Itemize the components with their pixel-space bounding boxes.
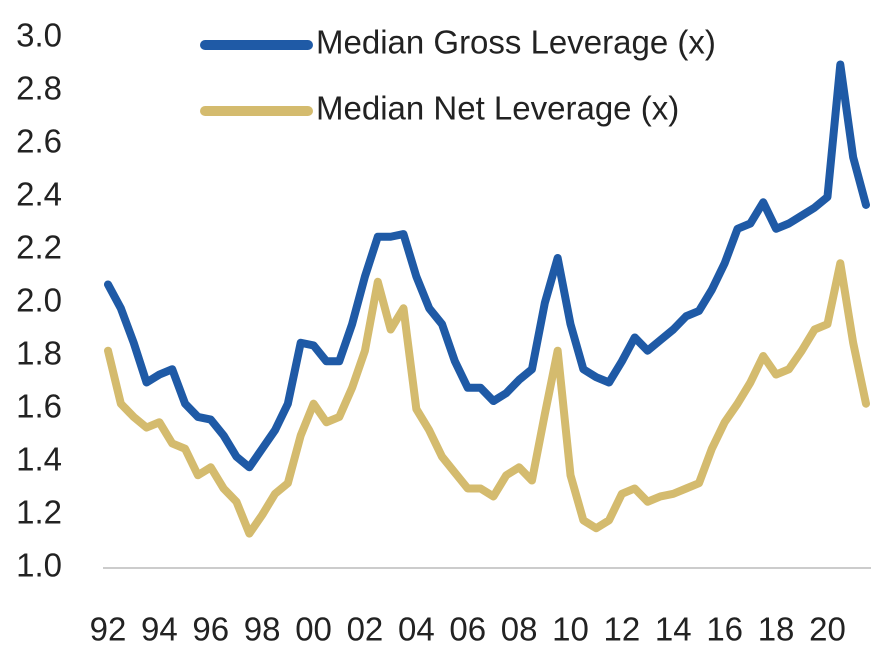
x-tick-label: 94: [141, 611, 178, 648]
x-tick-label: 06: [449, 611, 486, 648]
x-tick-label: 96: [192, 611, 229, 648]
x-tick-label: 10: [552, 611, 589, 648]
y-tick-label: 2.6: [16, 123, 62, 160]
x-tick-label: 08: [501, 611, 538, 648]
y-tick-label: 1.0: [16, 547, 62, 584]
x-tick-label: 16: [706, 611, 743, 648]
legend-label: Median Net Leverage (x): [316, 90, 679, 127]
y-tick-label: 1.6: [16, 388, 62, 425]
x-tick-label: 20: [809, 611, 846, 648]
y-tick-label: 1.8: [16, 335, 62, 372]
series-line: [104, 60, 870, 472]
y-tick-label: 2.4: [16, 176, 62, 213]
y-tick-label: 1.4: [16, 441, 62, 478]
y-tick-label: 2.8: [16, 70, 62, 107]
x-tick-label: 98: [244, 611, 281, 648]
y-tick-label: 1.2: [16, 494, 62, 531]
x-tick-label: 04: [398, 611, 435, 648]
y-tick-label: 2.2: [16, 229, 62, 266]
x-tick-label: 00: [295, 611, 332, 648]
x-tick-label: 12: [604, 611, 641, 648]
x-tick-label: 92: [90, 611, 127, 648]
x-tick-label: 14: [655, 611, 692, 648]
legend-label: Median Gross Leverage (x): [316, 24, 716, 61]
x-tick-label: 18: [758, 611, 795, 648]
series-line: [104, 259, 870, 538]
y-tick-label: 2.0: [16, 282, 62, 319]
y-tick-label: 3.0: [16, 17, 62, 54]
x-tick-label: 02: [347, 611, 384, 648]
